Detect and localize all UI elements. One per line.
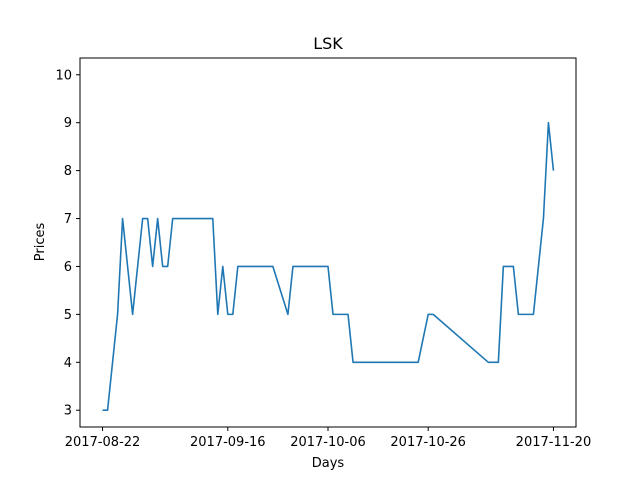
y-tick-label: 10: [55, 68, 72, 83]
y-tick-label: 7: [64, 212, 72, 227]
plot-background: [80, 58, 576, 427]
y-tick-label: 5: [64, 308, 72, 323]
x-tick-label: 2017-10-26: [390, 435, 466, 450]
x-tick-label: 2017-08-22: [65, 435, 141, 450]
y-tick-label: 8: [64, 164, 72, 179]
x-tick-label: 2017-09-16: [190, 435, 266, 450]
x-tick-label: 2017-11-20: [516, 435, 592, 450]
y-tick-label: 9: [64, 116, 72, 131]
y-axis-label: Prices: [33, 223, 48, 262]
x-axis-label: Days: [312, 456, 345, 471]
x-tick-label: 2017-10-06: [290, 435, 366, 450]
chart-title: LSK: [313, 34, 343, 53]
y-tick-label: 6: [64, 260, 72, 275]
y-tick-label: 3: [64, 404, 72, 419]
y-tick-label: 4: [64, 356, 72, 371]
series-line-0: [102, 121, 555, 412]
